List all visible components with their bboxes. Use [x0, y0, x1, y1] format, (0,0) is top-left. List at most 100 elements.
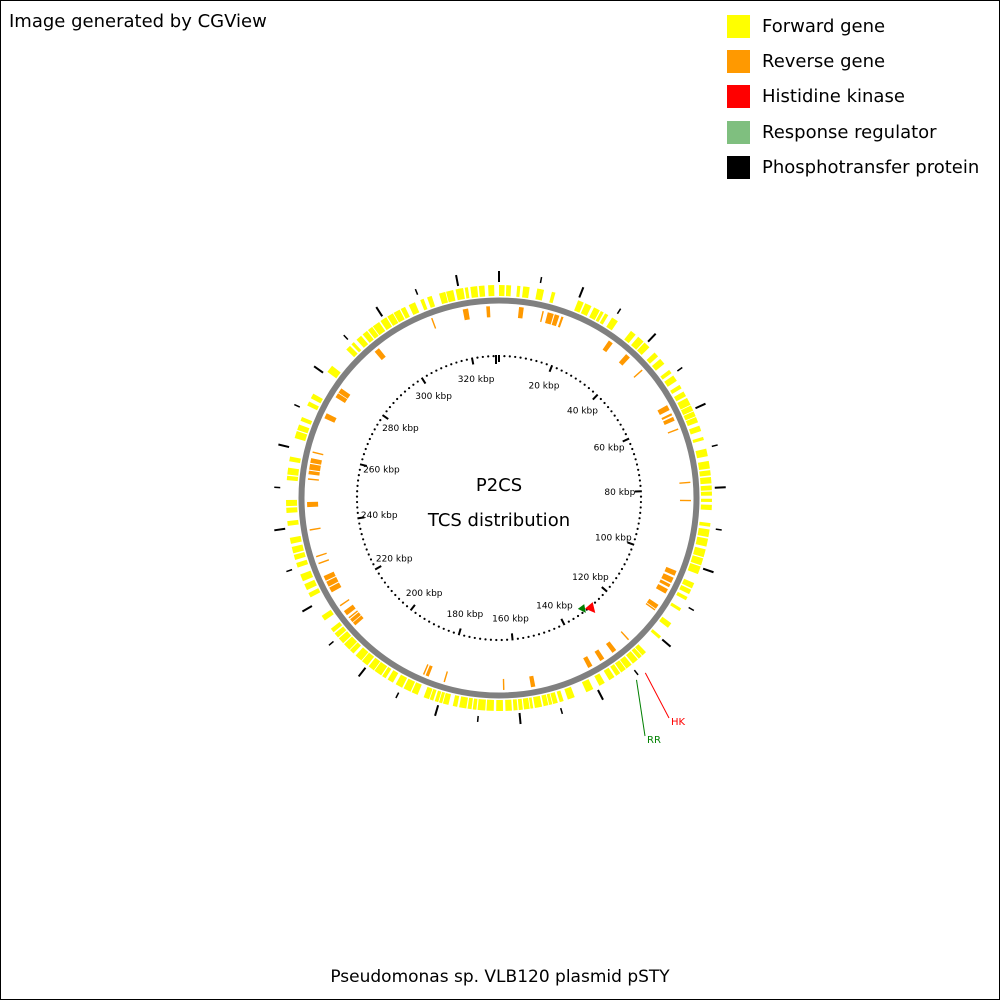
- reverse-gene: [618, 354, 630, 366]
- ruler-minor-tick: [530, 358, 533, 361]
- ruler-minor-tick: [372, 563, 375, 566]
- legend-label-forward-gene: Forward gene: [762, 16, 886, 38]
- forward-gene: [697, 527, 710, 538]
- ruler-minor-tick: [371, 433, 374, 436]
- ruler-minor-tick: [487, 355, 490, 358]
- forward-gene: [286, 507, 298, 513]
- forward-gene: [581, 679, 594, 693]
- forward-gene: [595, 310, 604, 323]
- forward-gene: [395, 674, 408, 688]
- forward-gene: [522, 697, 530, 710]
- ruler-minor-tick: [484, 638, 487, 641]
- outer-tick-mark: [647, 333, 657, 343]
- ruler-minor-tick: [442, 627, 445, 630]
- reverse-gene: [323, 571, 336, 581]
- ruler-minor-tick: [583, 383, 586, 386]
- ruler-minor-tick: [638, 517, 641, 520]
- ruler-minor-tick: [638, 474, 641, 477]
- forward-gene: [477, 698, 486, 711]
- reverse-gene: [315, 552, 327, 558]
- forward-gene: [677, 397, 691, 410]
- forward-gene: [700, 476, 712, 485]
- reverse-gene: [657, 405, 670, 416]
- forward-gene: [546, 693, 553, 705]
- ruler-minor-tick: [358, 468, 361, 471]
- legend-swatch-response-regulator: [727, 120, 750, 144]
- legend-swatch-histidine-kinase: [727, 85, 750, 109]
- outer-tick-mark: [294, 403, 301, 408]
- ruler-minor-tick: [463, 634, 466, 637]
- legend-item-forward-gene: Forward gene: [727, 9, 979, 44]
- forward-gene: [310, 393, 323, 404]
- ruler-minor-tick: [579, 380, 582, 383]
- reverse-gene: [664, 566, 677, 576]
- forward-gene: [512, 699, 518, 711]
- outer-tick-mark: [414, 288, 419, 295]
- forward-gene: [411, 682, 422, 695]
- ruler-minor-tick: [356, 506, 359, 509]
- ruler-minor-tick: [377, 572, 380, 575]
- outer-tick-mark: [633, 669, 639, 676]
- tick-label: 200 kbp: [406, 589, 443, 599]
- ruler-minor-tick: [625, 558, 629, 561]
- outer-tick-mark: [313, 365, 324, 374]
- legend-swatch-phosphotransfer-protein: [727, 155, 750, 179]
- ruler-minor-tick: [376, 423, 379, 426]
- ruler-minor-tick: [613, 414, 616, 417]
- ruler-minor-tick: [570, 374, 573, 377]
- reverse-gene: [502, 678, 505, 690]
- ruler-minor-tick: [356, 484, 359, 487]
- reverse-gene: [646, 598, 659, 609]
- forward-gene: [355, 647, 369, 661]
- ruler-minor-tick: [357, 474, 360, 477]
- forward-gene: [651, 358, 665, 371]
- ruler-minor-tick: [632, 453, 636, 456]
- reverse-gene-track: [307, 306, 691, 690]
- plasmid-backbone: [298, 297, 700, 699]
- ruler-minor-tick: [635, 532, 638, 536]
- ruler-minor-tick: [500, 638, 503, 642]
- ruler-minor-tick: [380, 577, 383, 580]
- reverse-gene: [339, 599, 350, 607]
- outer-tick-mark: [375, 306, 384, 317]
- ruler-minor-tick: [516, 637, 519, 640]
- reverse-gene: [324, 413, 337, 423]
- reverse-gene: [307, 478, 319, 481]
- forward-gene: [321, 609, 334, 621]
- ruler-minor-tick: [360, 532, 363, 536]
- forward-gene: [631, 647, 642, 659]
- outer-tick-mark: [301, 605, 313, 613]
- ruler-minor-tick: [401, 601, 405, 604]
- reverse-gene: [462, 308, 470, 321]
- legend-swatch-reverse-gene: [727, 50, 750, 74]
- ruler-minor-tick: [479, 637, 482, 640]
- ruler-minor-tick: [565, 371, 568, 375]
- legend-item-phosphotransfer-protein: Phosphotransfer protein: [727, 150, 979, 185]
- ruler-major-tick: [420, 377, 427, 385]
- forward-gene: [535, 288, 545, 301]
- forward-gene: [344, 636, 358, 650]
- reverse-gene: [374, 348, 386, 361]
- forward-gene: [505, 699, 512, 711]
- ruler-minor-tick: [365, 548, 368, 551]
- forward-gene: [697, 460, 710, 471]
- reverse-gene: [594, 649, 605, 662]
- forward-gene: [700, 491, 712, 496]
- ruler-minor-tick: [455, 361, 458, 364]
- reverse-gene: [545, 312, 554, 325]
- forward-gene: [387, 313, 399, 327]
- outer-tick-mark: [688, 606, 695, 612]
- ruler-minor-tick: [358, 522, 361, 525]
- ruler-minor-tick: [362, 538, 365, 541]
- ruler-minor-tick: [572, 617, 575, 620]
- forward-gene: [660, 369, 672, 380]
- ruler-minor-tick: [425, 374, 428, 377]
- ruler-major-tick: [374, 565, 382, 571]
- ruler-minor-tick: [356, 490, 359, 493]
- forward-gene: [690, 555, 704, 566]
- reverse-gene: [350, 612, 361, 623]
- ruler-minor-tick: [412, 383, 415, 386]
- ruler-minor-tick: [522, 636, 525, 640]
- legend-swatch-forward-gene: [727, 15, 750, 39]
- tcs-feature-marks: HK RR: [577, 602, 686, 746]
